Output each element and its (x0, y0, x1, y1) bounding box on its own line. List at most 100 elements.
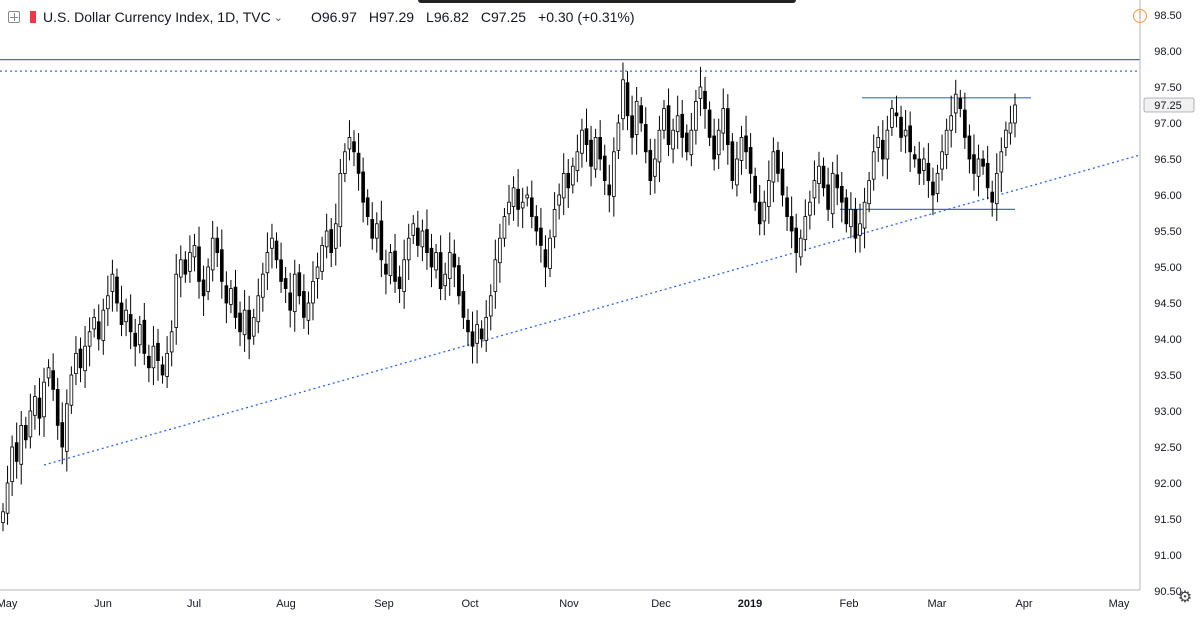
candle (210, 220, 215, 282)
candle-body (393, 250, 397, 282)
candle (862, 187, 867, 249)
candle (1008, 105, 1013, 145)
candle (443, 262, 447, 301)
candle (981, 150, 985, 175)
candle-body (124, 309, 128, 323)
x-tick-label: Feb (840, 598, 859, 610)
candle (730, 133, 735, 190)
candle (671, 118, 675, 164)
candle-body (789, 216, 794, 232)
candle (488, 284, 493, 331)
candle (206, 258, 210, 301)
candle (302, 274, 306, 329)
candle-body (612, 151, 616, 197)
candle-body (256, 295, 261, 323)
alert-icon[interactable]: ! (1133, 9, 1147, 23)
y-tick-label: 92.00 (1154, 478, 1182, 490)
candle-body (867, 180, 871, 205)
candle (343, 143, 347, 183)
candle-body (826, 184, 830, 210)
candle (748, 133, 753, 194)
candle (55, 377, 60, 440)
top-drag-handle[interactable] (418, 0, 796, 3)
candle-body (475, 324, 479, 344)
chevron-down-icon[interactable]: ⌄ (273, 11, 283, 24)
candle-body (821, 165, 826, 189)
candle (616, 114, 621, 159)
candle (917, 141, 922, 185)
candle (803, 199, 808, 252)
candle (119, 285, 124, 337)
x-tick-label: Sep (374, 598, 394, 610)
candle (880, 120, 885, 177)
candle-body (712, 135, 716, 160)
candle-body (333, 223, 338, 249)
candle-body (69, 374, 74, 406)
candle-body (808, 201, 812, 216)
candle (46, 359, 51, 387)
candle (169, 320, 174, 367)
symbol-title[interactable]: U.S. Dollar Currency Index, 1D, TVC (43, 9, 271, 25)
candle (233, 269, 238, 329)
candle (935, 164, 940, 203)
gear-icon[interactable]: ⚙ (1177, 589, 1193, 606)
candle-body (416, 227, 420, 246)
candle-body (762, 201, 767, 222)
candle-body (338, 172, 343, 228)
candle-body (780, 168, 785, 196)
candle (452, 239, 457, 288)
candle (785, 186, 789, 231)
candle (808, 190, 812, 230)
candle (402, 239, 406, 309)
candle (238, 301, 242, 347)
candle-body (935, 172, 940, 194)
crosshair-box-icon[interactable] (8, 11, 20, 23)
candle-body (19, 424, 24, 465)
candle-body (137, 324, 142, 346)
candle (835, 154, 840, 206)
candle-body (356, 152, 361, 174)
candle-body (183, 259, 188, 275)
candle (762, 190, 767, 236)
candle (598, 120, 602, 171)
candle-body (370, 219, 375, 239)
candle (374, 212, 379, 253)
candle-body (420, 230, 425, 248)
candle-body (484, 316, 489, 341)
candle-body (716, 129, 721, 156)
candle (201, 265, 206, 316)
candle-body (229, 288, 233, 305)
last-price-box (1143, 97, 1195, 113)
candle (520, 187, 525, 229)
candle (1013, 93, 1017, 138)
candle (28, 393, 33, 449)
drawing-layer[interactable] (0, 58, 1141, 466)
candle-body (648, 149, 653, 182)
candle (903, 110, 908, 154)
candle (680, 99, 685, 158)
candle-body (438, 252, 443, 290)
candle (990, 180, 995, 217)
close-value: C97.25 (480, 9, 527, 25)
candle-body (288, 292, 293, 311)
candle-body (990, 191, 995, 203)
candle-body (580, 129, 584, 154)
candle (311, 261, 315, 321)
candle-body (776, 149, 780, 174)
candle-body (999, 151, 1004, 173)
candle (384, 249, 388, 295)
candle (694, 89, 698, 145)
y-tick-label: 96.00 (1154, 190, 1182, 202)
candle (994, 153, 999, 221)
candle-body (885, 129, 890, 160)
candle-body (539, 227, 543, 246)
candle-body (643, 124, 648, 153)
candle-body (653, 158, 657, 177)
candle (985, 146, 990, 200)
candle-body (940, 151, 944, 170)
low-value: L96.82 (426, 9, 469, 25)
x-tick-label: Nov (559, 598, 579, 610)
candle (69, 366, 74, 414)
